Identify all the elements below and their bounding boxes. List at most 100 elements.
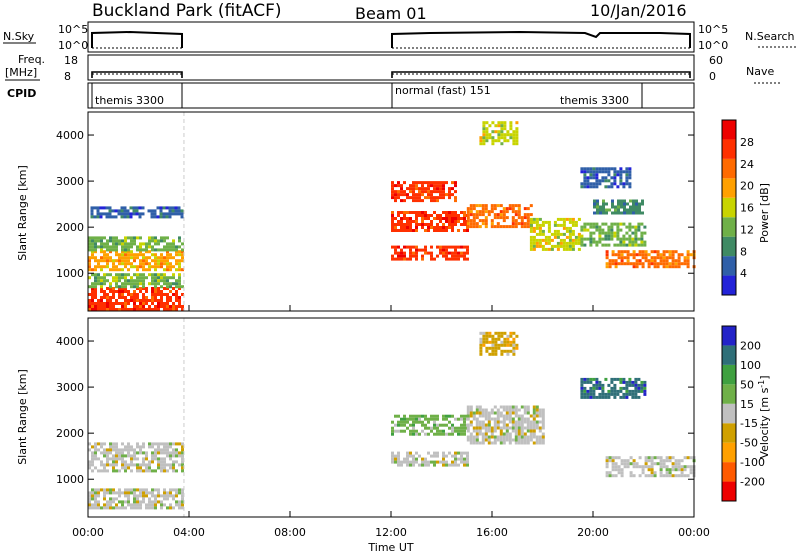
velocity-cell-1 [163,442,166,446]
power-cell-11 [677,259,681,263]
velocity-cell-1 [130,445,133,449]
velocity-cell-0 [166,491,169,495]
power-cell-2 [142,259,145,263]
power-cell-10 [631,243,635,247]
power-cell-13 [619,173,623,177]
velocity-cell-2 [394,457,397,461]
velocity-cell-3 [391,429,394,433]
velocity-cell-0 [172,497,175,501]
velocity-cell-1 [109,445,112,449]
power-cell-7 [400,193,403,197]
velocity-cell-1 [112,448,115,452]
velocity-cell-4 [472,429,476,433]
power-cell-1 [178,279,181,283]
power-cell-9 [574,223,578,227]
power-cell-6 [397,220,400,223]
velocity-colorbar-frame [721,325,737,502]
power-cell-8 [526,222,530,226]
velocity-cell-5 [617,456,621,460]
velocity-cell-5 [668,474,672,478]
power-cell-14 [515,142,519,146]
nsearch-tick-top: 10^5 [698,23,728,36]
velocity-cell-2 [427,463,430,467]
velocity-cell-4 [514,429,518,433]
velocity-cell-7 [506,349,510,353]
power-cell-6 [451,217,454,220]
power-cell-8 [520,216,524,220]
power-cell-2 [115,259,118,263]
velocity-cell-3 [433,417,436,421]
power-cell-0 [121,302,124,305]
power-cell-6 [397,229,400,232]
velocity-cell-5 [689,465,693,469]
power-cell-5 [445,257,448,261]
power-cell-1 [157,276,160,280]
power-cell-3 [100,248,103,252]
velocity-colorbar-swatch-1 [722,462,736,482]
power-cell-0 [154,299,157,302]
power-cell-8 [502,225,506,229]
velocity-cell-4 [466,429,470,433]
power-cell-4 [129,212,133,216]
power-cell-11 [644,253,648,257]
velocity-cell-1 [91,454,94,458]
power-cell-14 [503,136,507,140]
power-cell-6 [433,229,436,232]
power-cell-1 [148,282,151,286]
velocity-cell-2 [466,451,469,455]
velocity-cell-0 [106,500,109,504]
power-cell-3 [175,248,178,252]
velocity-cell-5 [653,471,657,475]
cpid-panel: CPID themis 3300 normal (fast) 151 themi… [7,82,695,109]
power-cell-14 [515,127,519,131]
power-cell-9 [532,217,536,221]
power-cell-5 [397,254,400,258]
power-cell-0 [91,308,94,311]
velocity-cell-0 [136,503,139,507]
velocity-cell-5 [611,459,615,463]
velocity-cell-7 [500,340,504,344]
velocity-cell-4 [508,417,512,421]
power-cell-6 [409,223,412,226]
power-cell-10 [589,240,593,244]
velocity-cell-0 [115,491,118,495]
power-cell-2 [163,256,166,260]
cpid-segment-2: normal (fast) 151 [395,84,491,97]
power-cell-6 [436,214,439,217]
velocity-cell-1 [142,460,145,464]
power-cell-0 [172,308,175,311]
power-cell-0 [106,308,109,311]
power-cell-3 [163,245,166,249]
velocity-cell-6 [634,377,638,381]
power-cell-1 [154,282,157,286]
power-cell-12 [599,205,602,209]
power-cell-7 [418,199,421,203]
power-cell-3 [148,245,151,249]
power-cell-7 [454,181,457,185]
velocity-cell-0 [154,494,157,498]
power-cell-0 [175,299,178,302]
power-cell-0 [169,290,172,293]
power-cell-8 [520,222,524,226]
velocity-cell-1 [175,454,178,458]
power-cell-8 [514,210,518,214]
power-cell-10 [601,237,605,241]
power-cell-0 [118,302,121,305]
power-cell-5 [448,251,451,255]
power-cell-6 [436,229,439,232]
velocity-cell-4 [529,423,533,427]
velocity-cell-0 [163,497,166,501]
velocity-cell-1 [121,460,124,464]
velocity-cell-4 [523,405,527,409]
power-cell-13 [610,182,614,186]
power-cell-6 [460,211,463,214]
velocity-cell-4 [475,408,479,412]
power-colorbar-label: Power [dB] [758,183,771,243]
velocity-cell-4 [523,411,527,415]
power-cell-10 [640,231,644,235]
power-cell-7 [427,193,430,197]
power-cell-1 [178,273,181,277]
velocity-cell-3 [412,426,415,430]
velocity-cell-3 [409,432,412,436]
power-cell-0 [139,308,142,311]
